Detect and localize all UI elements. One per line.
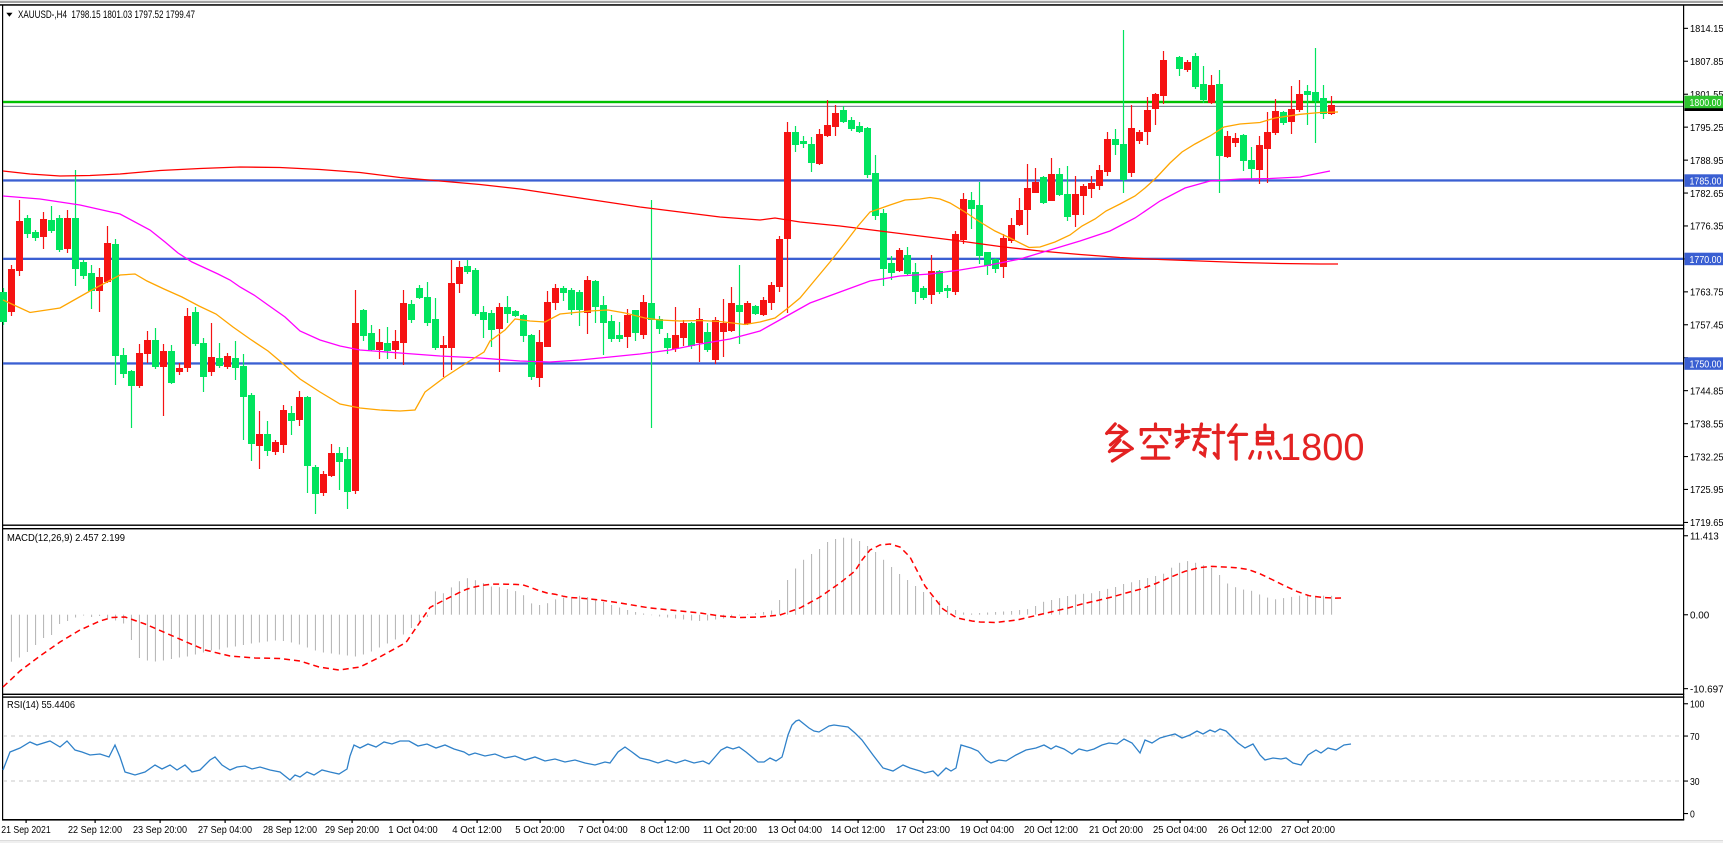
svg-text:27 Sep 04:00: 27 Sep 04:00: [198, 824, 252, 836]
svg-text:1750.00: 1750.00: [1690, 358, 1722, 370]
svg-text:1814.15: 1814.15: [1690, 23, 1723, 35]
svg-text:5 Oct 20:00: 5 Oct 20:00: [515, 824, 565, 836]
svg-text:25 Oct 04:00: 25 Oct 04:00: [1153, 824, 1207, 836]
svg-text:1776.35: 1776.35: [1690, 221, 1723, 233]
svg-text:1725.95: 1725.95: [1690, 484, 1723, 496]
svg-text:13 Oct 04:00: 13 Oct 04:00: [768, 824, 822, 836]
svg-text:1795.25: 1795.25: [1690, 122, 1723, 134]
svg-text:0: 0: [1690, 808, 1695, 820]
svg-text:19 Oct 04:00: 19 Oct 04:00: [960, 824, 1014, 836]
svg-text:-10.697: -10.697: [1690, 683, 1723, 695]
svg-text:1800: 1800: [1280, 427, 1365, 469]
svg-text:1785.00: 1785.00: [1690, 175, 1722, 187]
svg-text:11 Oct 20:00: 11 Oct 20:00: [703, 824, 757, 836]
svg-text:1738.55: 1738.55: [1690, 418, 1723, 430]
svg-text:XAUUSD-,H4 1798.15 1801.03 17: XAUUSD-,H4 1798.15 1801.03 1797.52 1799.…: [18, 9, 195, 21]
svg-text:100: 100: [1690, 699, 1705, 711]
svg-text:14 Oct 12:00: 14 Oct 12:00: [831, 824, 885, 836]
svg-text:11.413: 11.413: [1690, 531, 1719, 543]
svg-text:1782.65: 1782.65: [1690, 188, 1723, 200]
svg-text:0.00: 0.00: [1690, 610, 1709, 622]
svg-text:1800.00: 1800.00: [1690, 97, 1722, 109]
svg-text:1770.00: 1770.00: [1690, 254, 1722, 266]
svg-text:1 Oct 04:00: 1 Oct 04:00: [388, 824, 438, 836]
svg-text:22 Sep 12:00: 22 Sep 12:00: [68, 824, 122, 836]
svg-text:23 Sep 20:00: 23 Sep 20:00: [133, 824, 187, 836]
svg-text:8 Oct 12:00: 8 Oct 12:00: [640, 824, 690, 836]
svg-text:1757.45: 1757.45: [1690, 320, 1723, 332]
svg-text:70: 70: [1690, 731, 1700, 743]
svg-text:1744.85: 1744.85: [1690, 385, 1723, 397]
svg-text:7 Oct 04:00: 7 Oct 04:00: [578, 824, 628, 836]
svg-text:1807.85: 1807.85: [1690, 56, 1723, 68]
svg-text:4 Oct 12:00: 4 Oct 12:00: [452, 824, 502, 836]
svg-text:RSI(14) 55.4406: RSI(14) 55.4406: [7, 699, 75, 711]
svg-text:27 Oct 20:00: 27 Oct 20:00: [1281, 824, 1335, 836]
svg-text:29 Sep 20:00: 29 Sep 20:00: [325, 824, 379, 836]
svg-text:MACD(12,26,9) 2.457 2.199: MACD(12,26,9) 2.457 2.199: [7, 532, 125, 544]
svg-text:30: 30: [1690, 776, 1700, 788]
svg-text:1763.75: 1763.75: [1690, 287, 1723, 299]
svg-text:21 Oct 20:00: 21 Oct 20:00: [1089, 824, 1143, 836]
svg-text:20 Oct 12:00: 20 Oct 12:00: [1024, 824, 1078, 836]
svg-text:21 Sep 2021: 21 Sep 2021: [1, 824, 51, 836]
svg-text:28 Sep 12:00: 28 Sep 12:00: [263, 824, 317, 836]
svg-text:26 Oct 12:00: 26 Oct 12:00: [1218, 824, 1272, 836]
svg-text:17 Oct 23:00: 17 Oct 23:00: [896, 824, 950, 836]
svg-text:1732.25: 1732.25: [1690, 451, 1723, 463]
svg-text:1788.95: 1788.95: [1690, 155, 1723, 167]
svg-text:1719.65: 1719.65: [1690, 517, 1723, 529]
